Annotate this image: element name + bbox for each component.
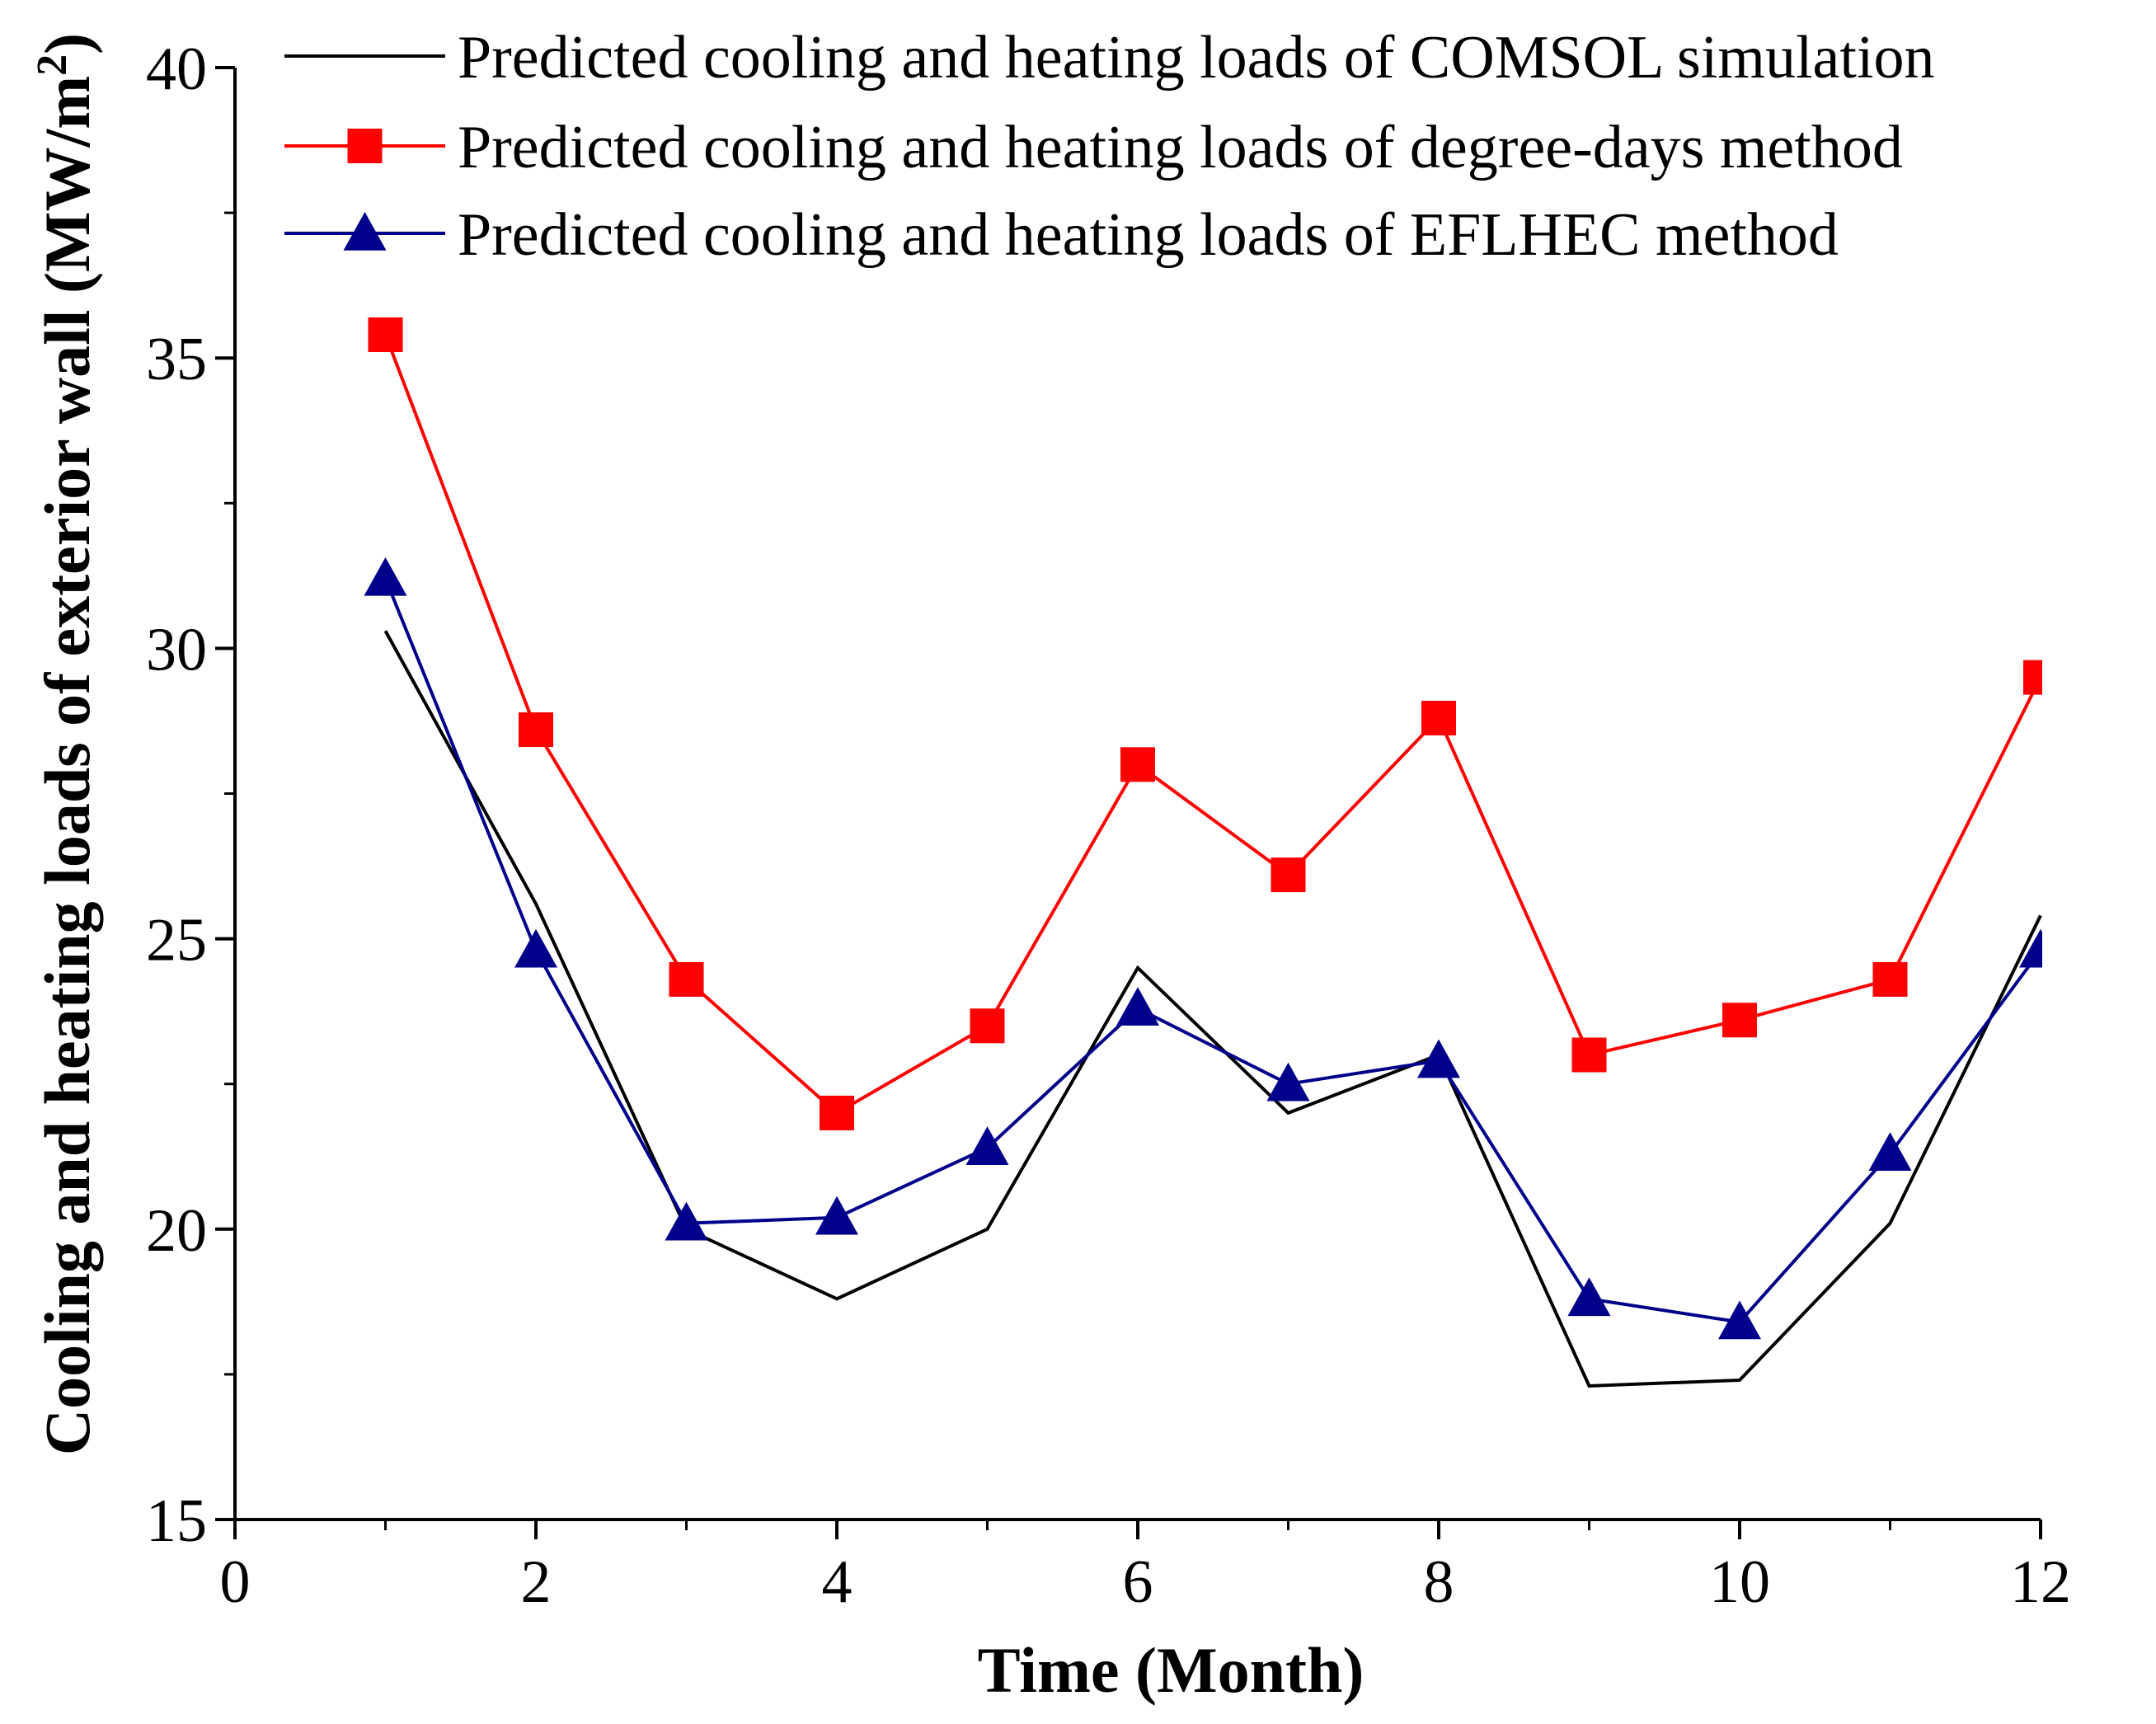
x-tick-label-8: 8	[1424, 1548, 1454, 1616]
series-3-point	[514, 928, 557, 968]
y-axis-title-superscript: 2	[29, 54, 76, 76]
series-2-point	[1872, 961, 1908, 997]
x-tick-label-6: 6	[1123, 1548, 1153, 1616]
series-2-point	[1421, 700, 1456, 735]
series-1-line	[383, 630, 2042, 1388]
series-3-point	[665, 1201, 708, 1241]
x-tick-label-0: 0	[220, 1548, 251, 1616]
series-3-point	[1266, 1062, 1310, 1102]
y-tick-label-25: 25	[146, 907, 207, 975]
y-axis-title-main: Cooling and heating loads of exterior wa…	[31, 76, 103, 1455]
series-2-line	[383, 334, 2042, 1116]
series-2-point	[1120, 747, 1155, 782]
legend-marker-3	[343, 212, 387, 251]
y-tick-label-35: 35	[146, 326, 207, 393]
series-2-point	[519, 712, 553, 748]
series-3-point	[364, 557, 407, 596]
legend-label-1: Predicted cooling and heating loads of C…	[458, 24, 1935, 92]
series-3-point	[965, 1126, 1009, 1165]
legend-label-3: Predicted cooling and heating loads of E…	[458, 201, 1839, 269]
x-tick-label-10: 10	[1709, 1548, 1770, 1616]
series-2	[368, 317, 2042, 1130]
series-3-point	[1868, 1132, 1912, 1172]
legend-label-2: Predicted cooling and heating loads of d…	[458, 114, 1903, 181]
x-tick-label-2: 2	[521, 1548, 552, 1616]
x-axis-title: Time (Month)	[978, 1634, 1365, 1706]
series-2-point	[1271, 857, 1306, 893]
y-tick-label-15: 15	[146, 1487, 207, 1555]
series-3-point	[1567, 1277, 1611, 1317]
y-tick-label-20: 20	[146, 1197, 207, 1265]
series-2-point	[970, 1008, 1005, 1044]
series-3-point	[2019, 928, 2042, 968]
series-2-point	[1722, 1003, 1757, 1038]
legend-marker-2	[347, 129, 383, 163]
axes: 15 20 25 30 35 40 0 2 4 6 8 10 12	[146, 35, 2071, 1616]
legend: Predicted cooling and heating loads of C…	[284, 24, 1935, 269]
series-2-point	[368, 317, 403, 353]
x-tick-label-12: 12	[2010, 1548, 2071, 1616]
series-1	[383, 630, 2042, 1388]
series-3	[364, 557, 2042, 1340]
series-3-point	[1417, 1039, 1460, 1078]
y-axis-title: Cooling and heating loads of exterior wa…	[29, 33, 104, 1455]
series-2-point	[669, 961, 704, 997]
series-3-point	[1718, 1300, 1761, 1340]
x-tick-label-4: 4	[822, 1548, 853, 1616]
series-3-point	[815, 1196, 858, 1235]
series-2-point	[2023, 660, 2042, 695]
y-tick-label-40: 40	[146, 35, 207, 103]
series-layer	[364, 317, 2042, 1388]
y-tick-label-30: 30	[146, 616, 207, 683]
series-2-point	[820, 1095, 854, 1130]
y-axis-title-close: )	[31, 33, 103, 54]
series-3-point	[1116, 987, 1159, 1026]
series-3-line	[383, 578, 2042, 1324]
series-2-point	[1571, 1037, 1607, 1073]
